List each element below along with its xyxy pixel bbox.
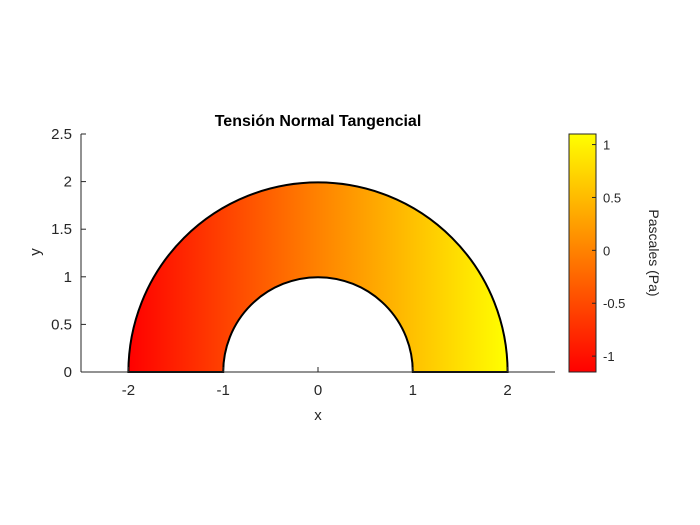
y-tick-label: 1.5 <box>51 221 72 238</box>
colorbar-label: Pascales (Pa) <box>646 209 662 296</box>
y-tick-label: 2 <box>64 174 72 191</box>
y-tick-label: 0.5 <box>51 316 72 333</box>
x-axis-label: x <box>314 407 322 424</box>
domain-outline <box>127 181 509 373</box>
colorbar-gradient-bar <box>568 133 597 373</box>
x-tick-label: -1 <box>217 382 230 399</box>
plot-area: -2 -1 0 1 2 0 0.5 1 1.5 2 2.5 <box>51 126 555 399</box>
x-ticks: -2 -1 0 1 2 <box>122 367 512 399</box>
y-ticks: 0 0.5 1 1.5 2 2.5 <box>51 126 86 381</box>
x-tick-label: 2 <box>503 382 511 399</box>
colorbar-tick-label: -0.5 <box>603 296 625 311</box>
colorbar-tick-label: 0.5 <box>603 190 621 205</box>
colorbar-tick-label: -1 <box>603 349 615 364</box>
chart-title: Tensión Normal Tangencial <box>215 113 422 130</box>
y-tick-label: 0 <box>64 364 72 381</box>
colorbar: -1 -0.5 0 0.5 1 Pascales (Pa) <box>568 133 662 373</box>
colorbar-tick-label: 1 <box>603 138 610 153</box>
y-axis-label: y <box>27 248 44 256</box>
x-tick-label: -2 <box>122 382 135 399</box>
colorbar-tick-label: 0 <box>603 243 610 258</box>
x-tick-label: 1 <box>409 382 417 399</box>
y-tick-label: 2.5 <box>51 126 72 143</box>
colorbar-ticks: -1 -0.5 0 0.5 1 <box>592 138 625 364</box>
x-tick-label: 0 <box>314 382 322 399</box>
y-tick-label: 1 <box>64 269 72 286</box>
